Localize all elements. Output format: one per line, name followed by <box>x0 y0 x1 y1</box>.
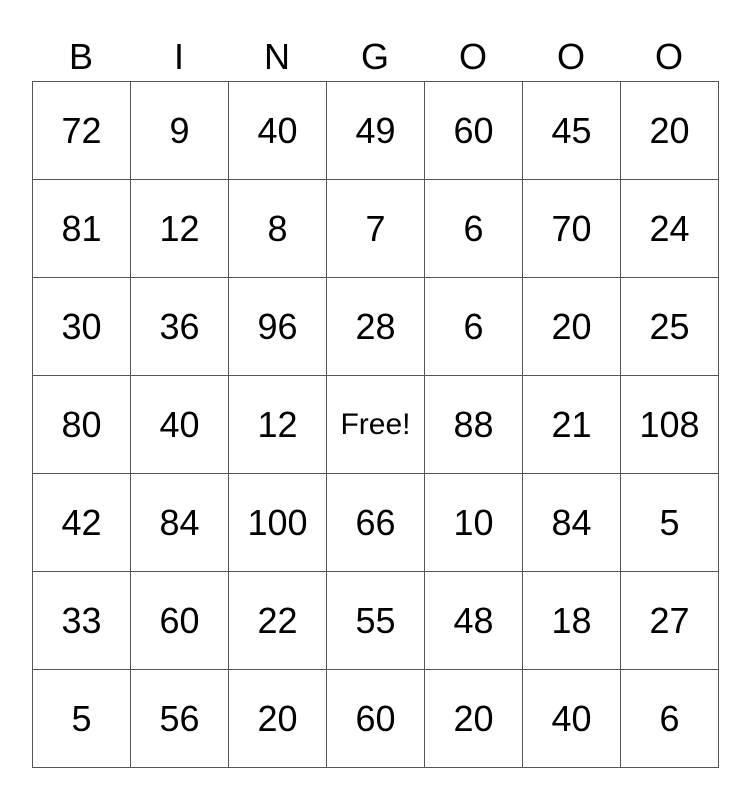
header-letter: N <box>264 36 290 77</box>
bingo-cell[interactable]: 48 <box>424 571 523 670</box>
bingo-cell[interactable]: 80 <box>32 375 131 474</box>
bingo-cell[interactable]: 70 <box>522 179 621 278</box>
bingo-cell[interactable]: 30 <box>32 277 131 376</box>
bingo-cell[interactable]: 20 <box>620 81 719 180</box>
bingo-cell[interactable]: 96 <box>228 277 327 376</box>
bingo-cell[interactable]: 40 <box>130 375 229 474</box>
bingo-card-grid: 72 9 40 49 60 45 20 81 12 8 7 6 70 24 30 36 96 28 6 20 25 80 4… <box>32 81 719 768</box>
header-letter: O <box>654 36 683 77</box>
bingo-cell[interactable]: 40 <box>522 669 621 768</box>
header-letter: O <box>556 36 585 77</box>
bingo-cell[interactable]: 66 <box>326 473 425 572</box>
bingo-row: 33 60 22 55 48 18 27 <box>32 571 719 670</box>
bingo-cell[interactable]: 27 <box>620 571 719 670</box>
bingo-row: 42 84 100 66 10 84 5 <box>32 473 719 572</box>
bingo-cell[interactable]: 72 <box>32 81 131 180</box>
bingo-cell[interactable]: 6 <box>424 179 523 278</box>
free-space-cell[interactable]: Free! <box>326 375 425 474</box>
bingo-cell[interactable]: 60 <box>326 669 425 768</box>
bingo-cell[interactable]: 6 <box>620 669 719 768</box>
bingo-cell[interactable]: 24 <box>620 179 719 278</box>
bingo-cell[interactable]: 25 <box>620 277 719 376</box>
header-letter: B <box>68 36 93 77</box>
bingo-cell[interactable]: 33 <box>32 571 131 670</box>
bingo-cell[interactable]: 5 <box>620 473 719 572</box>
header-letter: G <box>360 36 389 77</box>
bingo-cell[interactable]: 49 <box>326 81 425 180</box>
header-letter: I <box>173 36 184 77</box>
bingo-row: 30 36 96 28 6 20 25 <box>32 277 719 376</box>
bingo-cell[interactable]: 42 <box>32 473 131 572</box>
bingo-cell[interactable]: 10 <box>424 473 523 572</box>
bingo-cell[interactable]: 45 <box>522 81 621 180</box>
bingo-cell[interactable]: 36 <box>130 277 229 376</box>
bingo-cell[interactable]: 20 <box>522 277 621 376</box>
bingo-cell[interactable]: 55 <box>326 571 425 670</box>
bingo-cell[interactable]: 84 <box>522 473 621 572</box>
bingo-cell[interactable]: 7 <box>326 179 425 278</box>
bingo-row: 5 56 20 60 20 40 6 <box>32 669 719 768</box>
bingo-cell[interactable]: 40 <box>228 81 327 180</box>
bingo-row: 72 9 40 49 60 45 20 <box>32 81 719 180</box>
bingo-cell[interactable]: 22 <box>228 571 327 670</box>
bingo-cell[interactable]: 60 <box>424 81 523 180</box>
bingo-cell[interactable]: 18 <box>522 571 621 670</box>
bingo-cell[interactable]: 60 <box>130 571 229 670</box>
bingo-cell[interactable]: 12 <box>130 179 229 278</box>
bingo-cell[interactable]: 84 <box>130 473 229 572</box>
bingo-cell[interactable]: 20 <box>424 669 523 768</box>
bingo-cell[interactable]: 100 <box>228 473 327 572</box>
bingo-cell[interactable]: 56 <box>130 669 229 768</box>
bingo-row: 80 40 12 Free! 88 21 108 <box>32 375 719 474</box>
bingo-cell[interactable]: 21 <box>522 375 621 474</box>
bingo-cell[interactable]: 12 <box>228 375 327 474</box>
bingo-row: 81 12 8 7 6 70 24 <box>32 179 719 278</box>
bingo-cell[interactable]: 28 <box>326 277 425 376</box>
bingo-cell[interactable]: 6 <box>424 277 523 376</box>
bingo-cell[interactable]: 8 <box>228 179 327 278</box>
bingo-cell[interactable]: 5 <box>32 669 131 768</box>
bingo-cell[interactable]: 20 <box>228 669 327 768</box>
bingo-cell[interactable]: 81 <box>32 179 131 278</box>
bingo-cell[interactable]: 88 <box>424 375 523 474</box>
header-letter: O <box>458 36 487 77</box>
bingo-cell[interactable]: 9 <box>130 81 229 180</box>
bingo-cell[interactable]: 108 <box>620 375 719 474</box>
